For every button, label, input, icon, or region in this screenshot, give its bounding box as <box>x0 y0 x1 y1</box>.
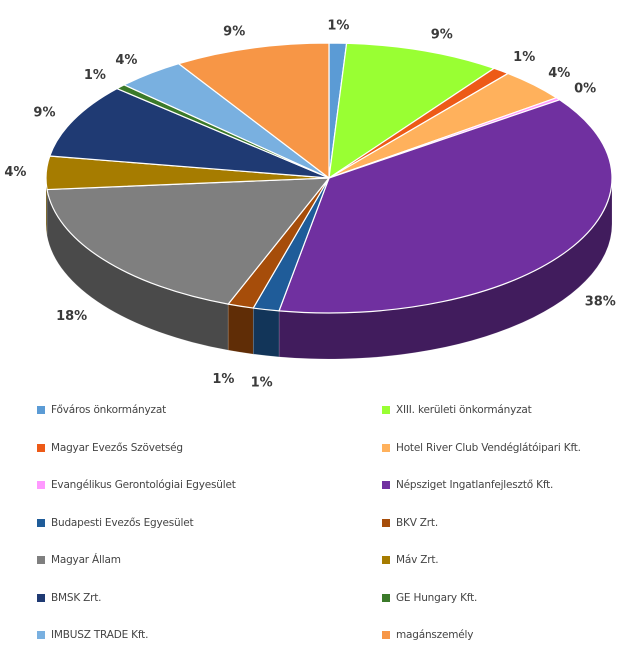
legend-item-hotel-river-club-vendeglatoipari-kft: Hotel River Club Vendéglátóipari Kft. <box>382 440 581 456</box>
legend-swatch <box>37 481 45 489</box>
label-ge-hungary-kft: 1% <box>84 68 106 83</box>
slice-side-budapesti-evezos-egyesulet <box>252 307 280 358</box>
label-bkv-zrt: 1% <box>212 372 234 387</box>
slice-bmsk-zrt <box>48 87 330 179</box>
label-magyar-evezos-szovetseg: 1% <box>513 50 535 65</box>
legend-label: Népsziget Ingatlanfejlesztő Kft. <box>396 479 554 491</box>
legend-label: Máv Zrt. <box>396 554 439 566</box>
legend-label: Budapesti Evezős Egyesület <box>51 516 194 529</box>
legend-label: XIII. kerületi önkormányzat <box>396 404 532 416</box>
legend-swatch <box>37 406 45 414</box>
label-maganszemely: 9% <box>223 24 245 39</box>
legend-label: Evangélikus Gerontológiai Egyesület <box>51 479 236 491</box>
legend: Főváros önkormányzat XIII. kerületi önkor… <box>0 400 632 664</box>
slice-magyar-allam <box>46 177 331 305</box>
legend-item-nepsziget-ingatlanfejleszto-kft: Népsziget Ingatlanfejlesztő Kft. <box>382 477 553 493</box>
legend-label: magánszemély <box>396 629 474 641</box>
slice-xiii-keruleti-onkormanyzat <box>328 42 496 180</box>
legend-swatch <box>37 556 45 564</box>
legend-label: BMSK Zrt. <box>51 591 102 604</box>
legend-item-magyar-evezos-szovetseg: Magyar Evezős Szövetség <box>37 440 183 456</box>
legend-swatch <box>382 481 390 489</box>
legend-swatch <box>382 406 390 414</box>
legend-swatch <box>382 518 390 527</box>
pie-sides <box>45 177 613 360</box>
legend-swatch <box>382 593 390 602</box>
slice-side-bkv-zrt <box>227 303 254 355</box>
label-budapesti-evezos-egyesulet: 1% <box>251 376 273 391</box>
legend-label: GE Hungary Kft. <box>396 591 478 604</box>
legend-item-budapesti-evezos-egyesulet: Budapesti Evezős Egyesület <box>37 515 194 531</box>
legend-item-xiii-keruleti-onkormanyzat: XIII. kerületi önkormányzat <box>382 402 532 418</box>
legend-label: BKV Zrt. <box>396 516 438 529</box>
legend-item-ge-hungary-kft: GE Hungary Kft. <box>382 590 477 606</box>
legend-swatch <box>37 443 45 452</box>
pie-chart: 1% 9% 1% 4% 0% 38% 1% 1% 18% 4% 9% 1% 4% 9% <box>4 19 616 391</box>
legend-label: Magyar Állam <box>51 554 121 566</box>
legend-item-magyar-allam: Magyar Állam <box>37 552 121 568</box>
label-imbusz-trade-kft: 4% <box>115 53 137 68</box>
legend-item-bkv-zrt: BKV Zrt. <box>382 515 438 531</box>
slice-maganszemely <box>177 42 330 180</box>
label-fovaros-onkormanyzat: 1% <box>327 19 349 34</box>
legend-swatch <box>382 631 390 639</box>
label-xiii-keruleti-onkormanyzat: 9% <box>431 27 453 42</box>
legend-item-fovaros-onkormanyzat: Főváros önkormányzat <box>37 402 166 418</box>
pie-labels: 1% 9% 1% 4% 0% 38% 1% 1% 18% 4% 9% 1% 4% 9% <box>4 19 616 391</box>
label-bmsk-zrt: 9% <box>33 106 55 121</box>
label-nepsziget-ingatlanfejleszto-kft: 38% <box>585 295 616 310</box>
legend-item-evangelikus-gerontologiai-egyesulet: Evangélikus Gerontológiai Egyesület <box>37 477 236 493</box>
legend-item-bmsk-zrt: BMSK Zrt. <box>37 590 102 606</box>
label-hotel-river-club-vendeglatoipari-kft: 4% <box>548 66 570 81</box>
legend-label: Magyar Evezős Szövetség <box>51 441 183 454</box>
label-magyar-allam: 18% <box>56 309 87 324</box>
legend-swatch <box>382 556 390 564</box>
legend-swatch <box>37 631 45 639</box>
legend-item-mav-zrt: Máv Zrt. <box>382 552 439 568</box>
legend-swatch <box>382 443 390 452</box>
pie-tops <box>45 42 613 314</box>
slice-nepsziget-ingatlanfejleszto-kft <box>278 99 613 314</box>
legend-swatch <box>37 593 45 602</box>
label-mav-zrt: 4% <box>4 165 26 180</box>
legend-swatch <box>37 518 45 527</box>
legend-item-maganszemely: magánszemély <box>382 627 473 643</box>
legend-label: Hotel River Club Vendéglátóipari Kft. <box>396 441 581 454</box>
label-evangelikus-gerontologiai-egyesulet: 0% <box>574 81 596 96</box>
legend-label: IMBUSZ TRADE Kft. <box>51 629 149 641</box>
legend-label: Főváros önkormányzat <box>51 404 166 416</box>
legend-item-imbusz-trade-kft: IMBUSZ TRADE Kft. <box>37 627 148 643</box>
